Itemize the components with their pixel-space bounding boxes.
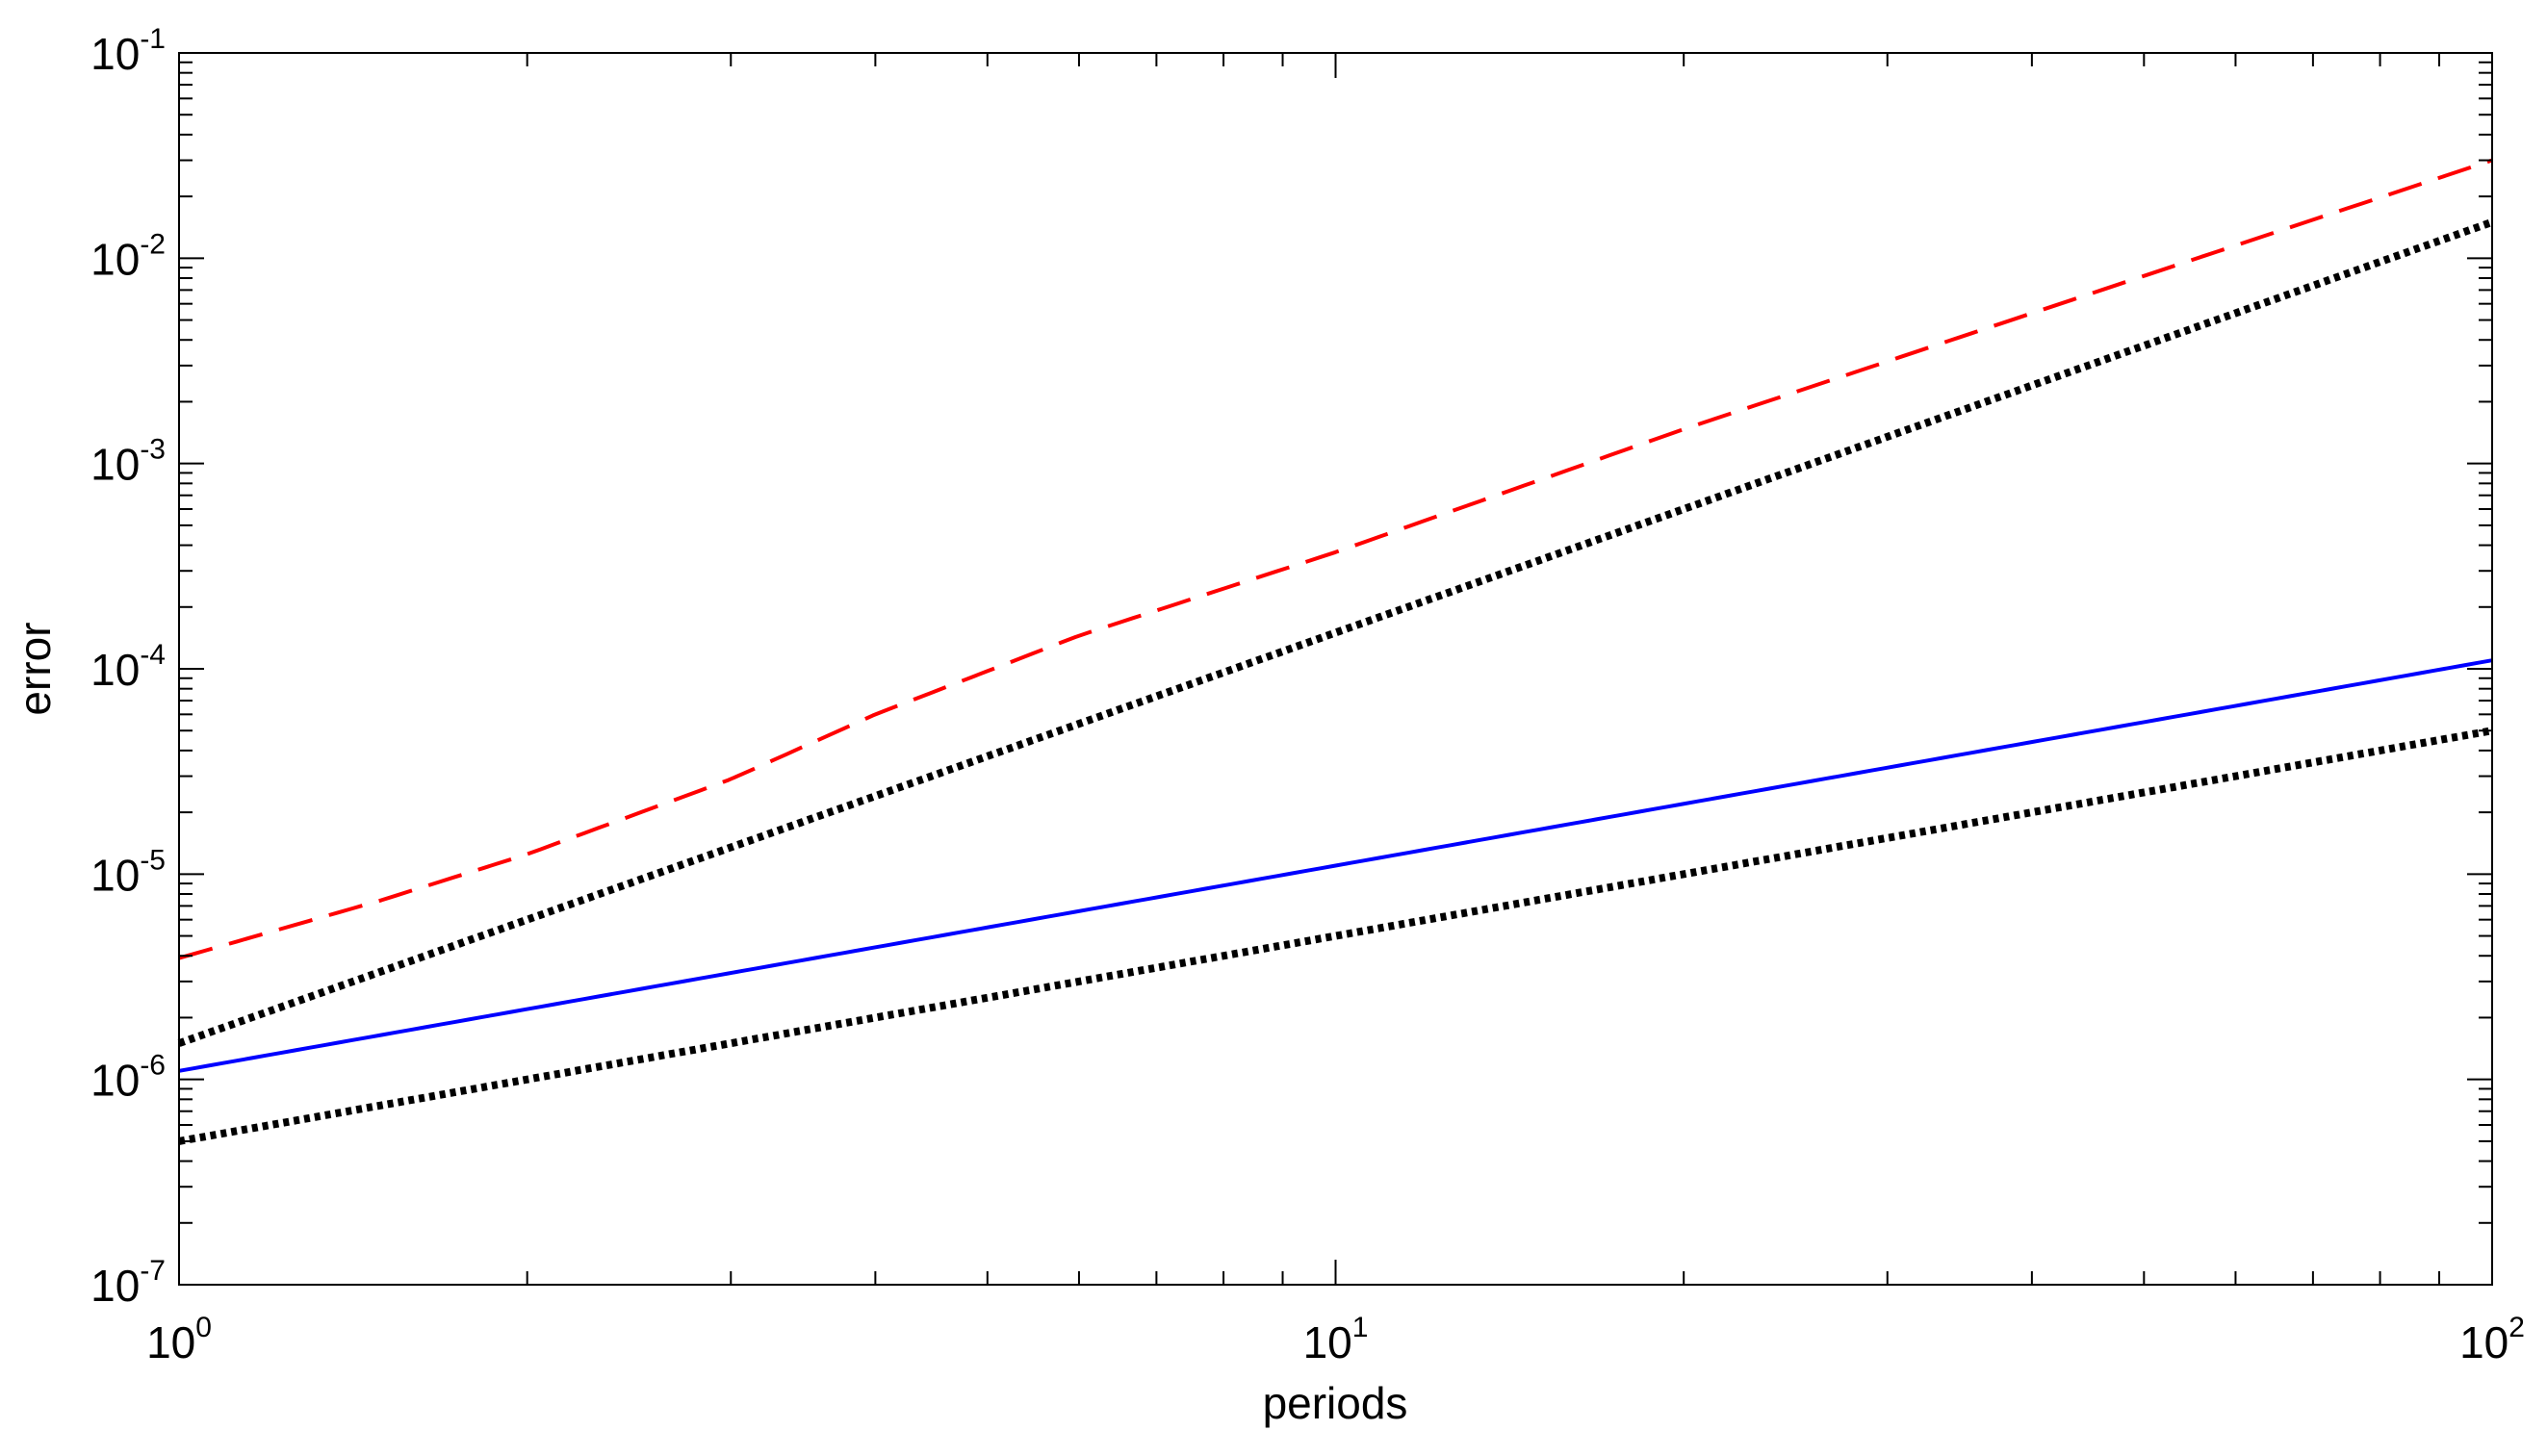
y-tick-label: 10-3	[90, 434, 166, 490]
y-axis-title: error	[10, 622, 60, 715]
x-tick-label-exponent: 2	[2508, 1312, 2525, 1343]
series-layer	[177, 158, 2494, 1145]
y-tick-label: 10-4	[90, 639, 166, 695]
x-tick-label-exponent: 1	[1352, 1312, 1369, 1343]
x-tick-label: 101	[1303, 1312, 1369, 1367]
x-tick-label: 100	[146, 1312, 212, 1367]
y-tick-label: 10-7	[90, 1255, 166, 1311]
x-tick-label-base: 10	[1303, 1317, 1352, 1367]
y-tick-label-base: 10	[90, 1261, 140, 1311]
plot-frame	[178, 52, 2493, 1286]
y-tick-label-base: 10	[90, 1056, 140, 1106]
x-axis-title: periods	[1263, 1378, 1408, 1428]
y-tick-label-exponent: -4	[140, 639, 166, 671]
series-line-2-dotted	[177, 218, 2494, 1047]
x-tick-label: 102	[2459, 1312, 2525, 1367]
y-tick-label-base: 10	[90, 234, 140, 284]
series-line-1-dashed	[178, 158, 2493, 960]
x-tick-label-exponent: 0	[195, 1312, 212, 1343]
y-tick-label-base: 10	[90, 29, 140, 79]
y-tick-label-base: 10	[90, 850, 140, 900]
y-tick-label: 10-2	[90, 228, 166, 284]
plot-area	[179, 53, 2492, 1285]
y-tick-label-base: 10	[90, 645, 140, 695]
y-tick-label-exponent: -5	[140, 844, 166, 876]
y-tick-label-exponent: -3	[140, 434, 166, 466]
x-tick-label-base: 10	[2459, 1317, 2508, 1367]
y-tick-label: 10-1	[90, 23, 166, 79]
y-tick-label-exponent: -6	[140, 1050, 166, 1082]
y-tick-label-exponent: -7	[140, 1255, 166, 1287]
y-tick-label: 10-6	[90, 1050, 166, 1106]
series-line-3-solid	[178, 658, 2493, 1073]
y-tick-label-exponent: -2	[140, 228, 166, 260]
y-tick-label-exponent: -1	[140, 23, 166, 55]
y-tick-label: 10-5	[90, 844, 166, 900]
y-tick-label-base: 10	[90, 440, 140, 490]
x-tick-label-base: 10	[146, 1317, 195, 1367]
